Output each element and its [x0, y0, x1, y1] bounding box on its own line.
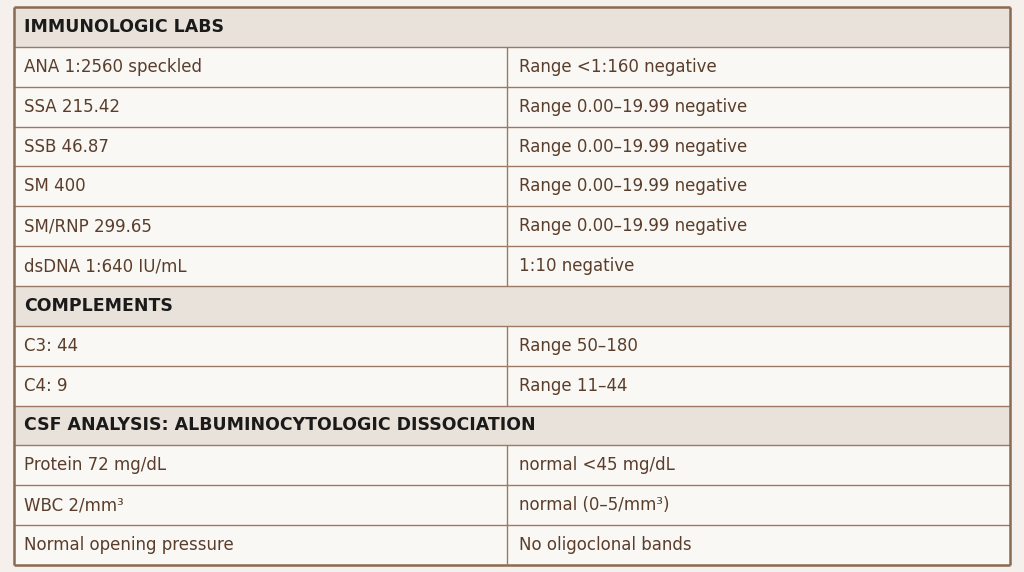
Bar: [14, 485, 1010, 525]
Bar: [14, 525, 1010, 565]
Text: C4: 9: C4: 9: [24, 376, 68, 395]
Text: CSF ANALYSIS: ALBUMINOCYTOLOGIC DISSOCIATION: CSF ANALYSIS: ALBUMINOCYTOLOGIC DISSOCIA…: [24, 416, 536, 435]
Bar: [14, 366, 1010, 406]
Bar: [14, 7, 1010, 47]
Bar: [14, 47, 1010, 87]
Text: COMPLEMENTS: COMPLEMENTS: [24, 297, 173, 315]
Text: SSA 215.42: SSA 215.42: [24, 98, 120, 116]
Text: Range 0.00–19.99 negative: Range 0.00–19.99 negative: [519, 177, 748, 196]
Bar: [14, 166, 1010, 206]
Bar: [14, 286, 1010, 326]
Text: IMMUNOLOGIC LABS: IMMUNOLOGIC LABS: [24, 18, 224, 36]
Bar: [14, 126, 1010, 166]
Bar: [14, 326, 1010, 366]
Text: SM/RNP 299.65: SM/RNP 299.65: [24, 217, 152, 235]
Text: Protein 72 mg/dL: Protein 72 mg/dL: [24, 456, 166, 474]
Text: SSB 46.87: SSB 46.87: [24, 137, 109, 156]
Text: normal <45 mg/dL: normal <45 mg/dL: [519, 456, 675, 474]
Text: normal (0–5/mm³): normal (0–5/mm³): [519, 496, 670, 514]
Text: Range <1:160 negative: Range <1:160 negative: [519, 58, 717, 76]
Bar: [14, 406, 1010, 446]
Text: No oligoclonal bands: No oligoclonal bands: [519, 536, 691, 554]
Text: Normal opening pressure: Normal opening pressure: [24, 536, 233, 554]
Text: Range 0.00–19.99 negative: Range 0.00–19.99 negative: [519, 217, 748, 235]
Bar: [14, 446, 1010, 485]
Text: ANA 1:2560 speckled: ANA 1:2560 speckled: [24, 58, 202, 76]
Text: 1:10 negative: 1:10 negative: [519, 257, 635, 275]
Text: Range 0.00–19.99 negative: Range 0.00–19.99 negative: [519, 98, 748, 116]
Text: C3: 44: C3: 44: [24, 337, 78, 355]
Text: Range 11–44: Range 11–44: [519, 376, 628, 395]
Bar: [14, 246, 1010, 286]
Text: dsDNA 1:640 IU/mL: dsDNA 1:640 IU/mL: [24, 257, 186, 275]
Text: WBC 2/mm³: WBC 2/mm³: [24, 496, 124, 514]
Bar: [14, 87, 1010, 126]
Bar: [14, 206, 1010, 246]
Text: SM 400: SM 400: [24, 177, 86, 196]
Text: Range 0.00–19.99 negative: Range 0.00–19.99 negative: [519, 137, 748, 156]
Text: Range 50–180: Range 50–180: [519, 337, 638, 355]
